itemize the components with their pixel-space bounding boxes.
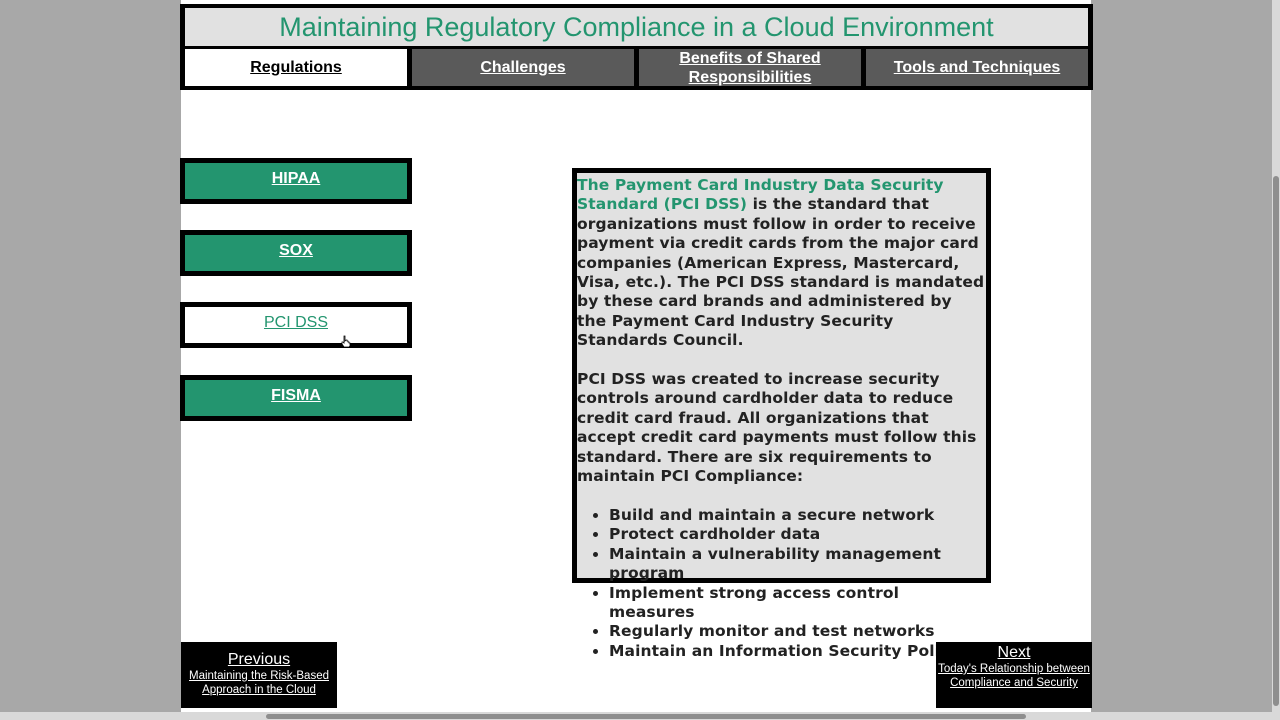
previous-button[interactable]: Previous Maintaining the Risk-Based Appr…: [181, 642, 337, 708]
tab-regulations[interactable]: Regulations: [185, 49, 407, 86]
sidebar-item-label: FISMA: [185, 380, 407, 416]
sidebar-item-label: PCI DSS: [185, 307, 407, 343]
vertical-scrollbar-thumb[interactable]: [1273, 176, 1279, 706]
content-paragraph-2: PCI DSS was created to increase security…: [577, 370, 977, 486]
previous-label: Previous: [227, 651, 291, 668]
content-text: The Payment Card Industry Data Security …: [577, 173, 986, 660]
list-item: Regularly monitor and test networks: [609, 622, 986, 641]
tab-challenges[interactable]: Challenges: [412, 49, 634, 86]
content-highlight: The Payment Card Industry Data Security …: [577, 176, 944, 214]
list-item: Protect cardholder data: [609, 525, 986, 544]
content-panel: The Payment Card Industry Data Security …: [572, 168, 991, 660]
sidebar-item-fisma[interactable]: FISMA: [180, 375, 412, 421]
header: Maintaining Regulatory Compliance in a C…: [180, 4, 1093, 90]
vertical-scrollbar[interactable]: [1272, 0, 1280, 712]
page-title: Maintaining Regulatory Compliance in a C…: [185, 8, 1088, 46]
sidebar-item-label: HIPAA: [185, 163, 407, 199]
content-paragraph-1: The Payment Card Industry Data Security …: [577, 176, 986, 351]
list-item: Maintain an Information Security Policy: [609, 642, 986, 661]
content-paragraph-1-rest: is the standard that organizations must …: [577, 195, 985, 350]
sidebar-item-hipaa[interactable]: HIPAA: [180, 158, 412, 204]
sidebar-item-label: SOX: [185, 235, 407, 271]
list-item: Maintain a vulnerability management prog…: [609, 545, 986, 584]
next-label: Next: [997, 644, 1031, 661]
next-button[interactable]: Next Today's Relationship between Compli…: [936, 642, 1092, 708]
horizontal-scrollbar[interactable]: [0, 712, 1280, 720]
list-item: Implement strong access control measures: [609, 584, 986, 623]
sidebar-item-pci-dss[interactable]: PCI DSS: [180, 302, 412, 348]
list-item: Build and maintain a secure network: [609, 506, 986, 525]
horizontal-scrollbar-thumb[interactable]: [266, 714, 1026, 719]
sidebar-item-sox[interactable]: SOX: [180, 230, 412, 276]
tab-tools-and-techniques[interactable]: Tools and Techniques: [866, 49, 1088, 86]
requirements-list: Build and maintain a secure network Prot…: [577, 506, 986, 661]
tab-benefits-of-shared-responsibilities[interactable]: Benefits of Shared Responsibilities: [639, 49, 861, 86]
hand-cursor-icon: [341, 335, 351, 348]
previous-page-title: Maintaining the Risk-Based Approach in t…: [189, 670, 329, 696]
next-page-title: Today's Relationship between Compliance …: [938, 663, 1090, 689]
